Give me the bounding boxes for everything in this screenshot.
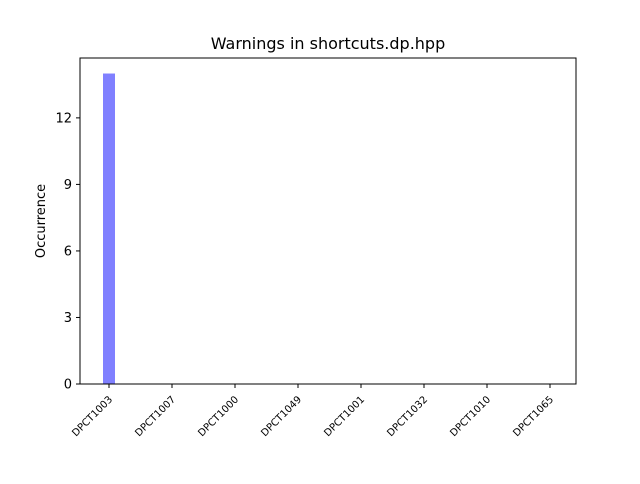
y-tick-label: 6 — [64, 244, 72, 259]
x-tick-label: DPCT1001 — [322, 394, 367, 439]
x-tick-label: DPCT1003 — [70, 394, 115, 439]
y-tick-label: 9 — [64, 178, 72, 193]
plot-frame — [79, 57, 577, 385]
x-tick-label: DPCT1010 — [448, 394, 493, 439]
plot-area: DPCT1003 DPCT1007 DPCT1000 DPCT1049 DPCT1001… — [55, 57, 577, 439]
y-axis-label: Occurrence — [34, 184, 49, 258]
x-tick-label: DPCT1000 — [196, 394, 241, 439]
x-tick-label: DPCT1065 — [511, 394, 556, 439]
y-tick-label: 0 — [64, 378, 72, 393]
x-tick-label: DPCT1032 — [385, 394, 430, 439]
bar-dpct1003 — [103, 73, 115, 385]
x-tick-label: DPCT1049 — [259, 394, 304, 439]
x-tick-label: DPCT1007 — [133, 394, 178, 439]
chart-title: Warnings in shortcuts.dp.hpp — [211, 34, 445, 53]
y-tick-label: 12 — [55, 111, 72, 126]
y-tick-label: 3 — [64, 311, 72, 326]
